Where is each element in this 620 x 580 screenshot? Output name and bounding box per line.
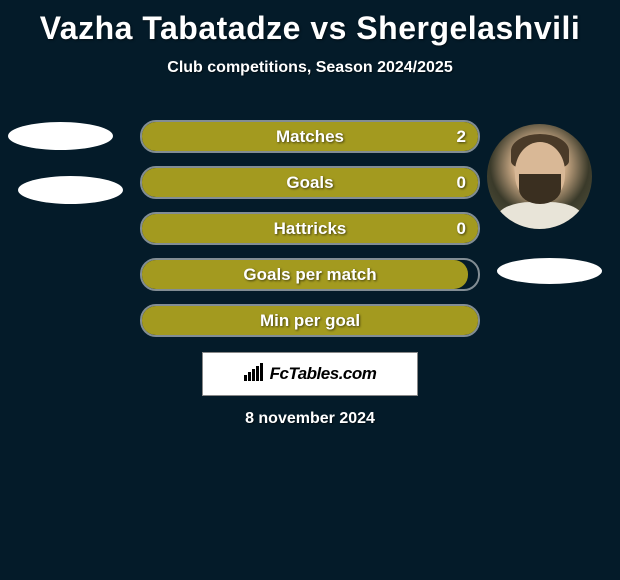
brand-badge: FcTables.com — [202, 352, 418, 396]
player-right-avatar — [487, 124, 592, 229]
stat-bar-hattricks: Hattricks 0 — [140, 212, 480, 245]
stat-label: Hattricks — [142, 214, 478, 243]
stat-bar-goals-per-match: Goals per match — [140, 258, 480, 291]
left-slot-ellipse-2 — [18, 176, 123, 204]
comparison-title: Vazha Tabatadze vs Shergelashvili — [0, 0, 620, 47]
stat-bar-goals: Goals 0 — [140, 166, 480, 199]
stat-value: 0 — [457, 214, 466, 243]
stat-value: 2 — [457, 122, 466, 151]
stats-bars: Matches 2 Goals 0 Hattricks 0 Goals per … — [140, 120, 480, 350]
brand-text: FcTables.com — [270, 364, 377, 384]
snapshot-date: 8 november 2024 — [0, 410, 620, 428]
stat-label: Matches — [142, 122, 478, 151]
stat-bar-matches: Matches 2 — [140, 120, 480, 153]
stat-value: 0 — [457, 168, 466, 197]
comparison-subtitle: Club competitions, Season 2024/2025 — [0, 59, 620, 77]
left-slot-ellipse-1 — [8, 122, 113, 150]
stat-bar-min-per-goal: Min per goal — [140, 304, 480, 337]
stat-label: Min per goal — [142, 306, 478, 335]
bar-chart-icon — [244, 363, 266, 386]
right-slot-ellipse-1 — [497, 258, 602, 284]
stat-label: Goals — [142, 168, 478, 197]
stat-label: Goals per match — [142, 260, 478, 289]
